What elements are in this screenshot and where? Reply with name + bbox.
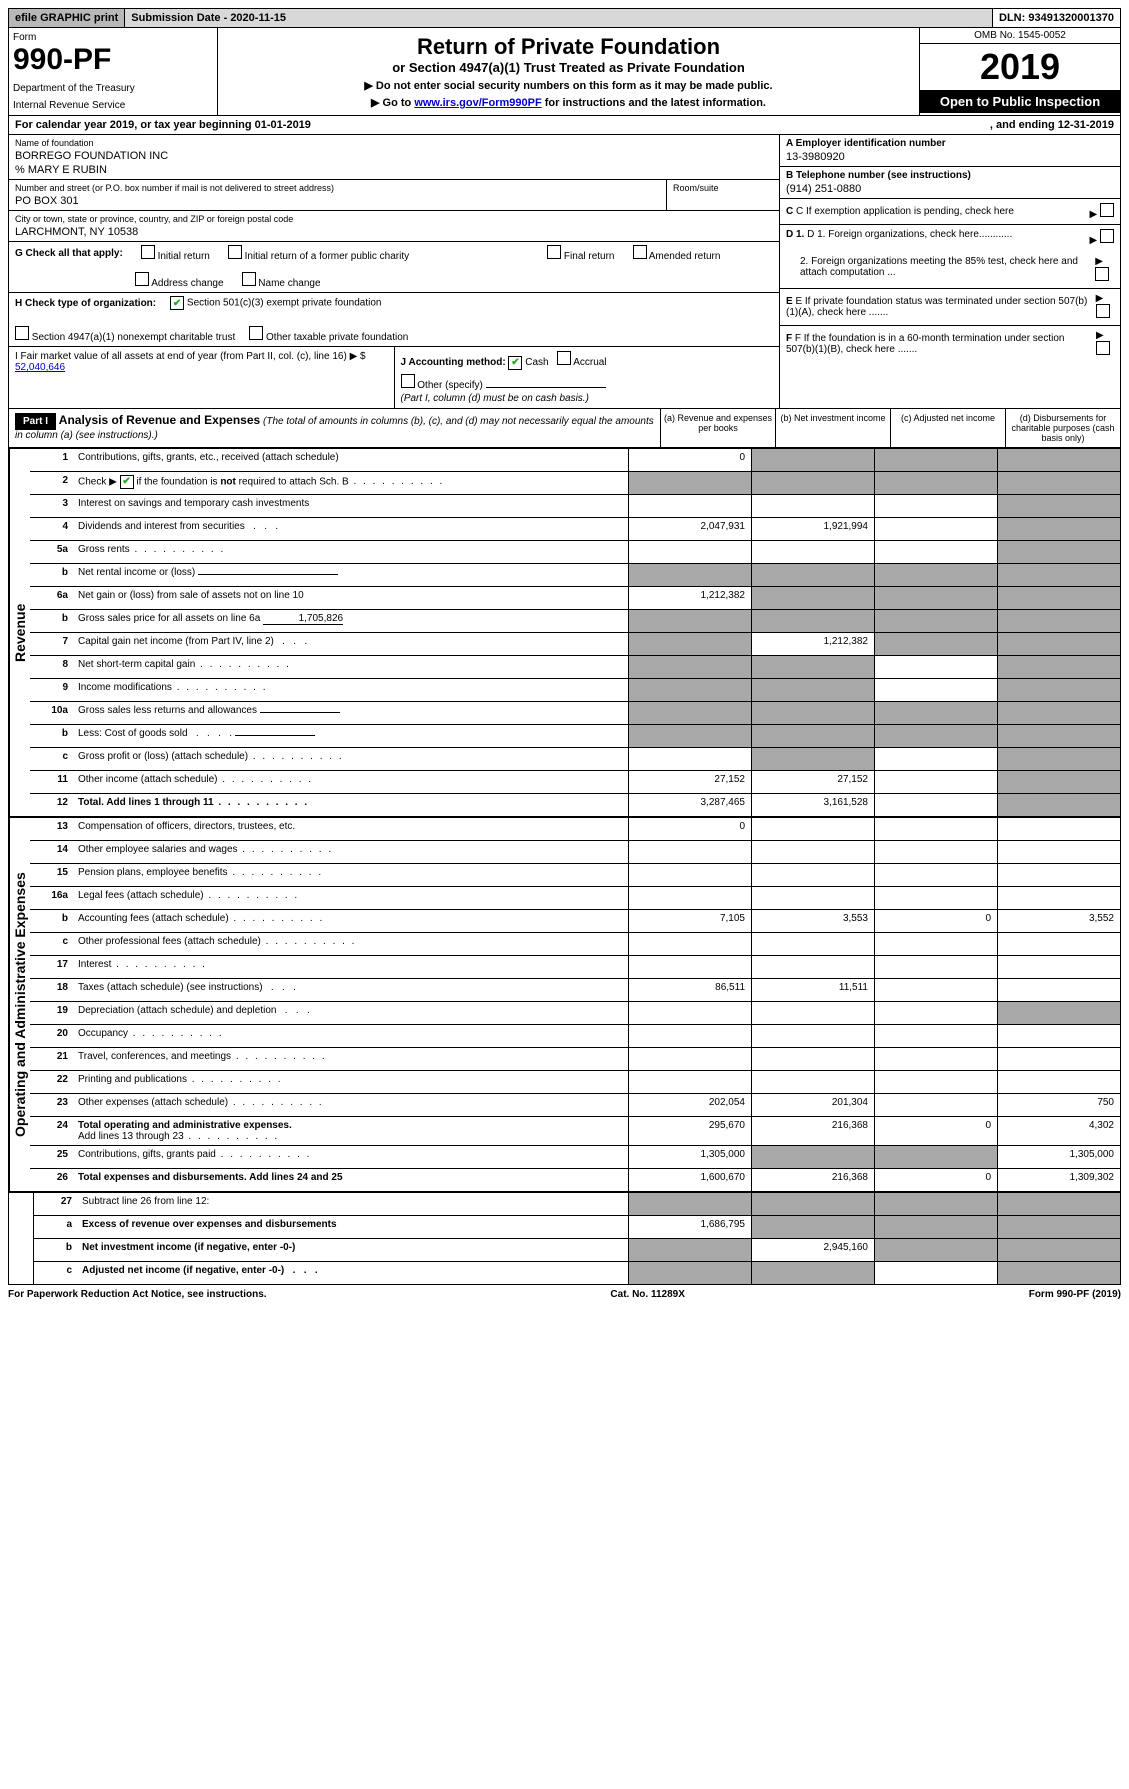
irs-link[interactable]: www.irs.gov/Form990PF xyxy=(414,97,541,109)
revenue-section: Revenue 1Contributions, gifts, grants, e… xyxy=(9,449,1120,816)
col-b-head: (b) Net investment income xyxy=(776,409,891,447)
fmv-value: 52,040,646 xyxy=(15,362,65,373)
section-c: C C If exemption application is pending,… xyxy=(780,199,1120,225)
section-e: E E If private foundation status was ter… xyxy=(780,289,1120,326)
col-c-head: (c) Adjusted net income xyxy=(891,409,1006,447)
instruction-1: ▶ Do not enter social security numbers o… xyxy=(224,79,913,92)
address-row: Number and street (or P.O. box number if… xyxy=(9,180,779,211)
chk-d1[interactable] xyxy=(1100,229,1114,243)
section-d: D 1. D 1. Foreign organizations, check h… xyxy=(780,225,1120,289)
part1-header-row: Part I Analysis of Revenue and Expenses … xyxy=(9,409,1120,449)
submission-date: Submission Date - 2020-11-15 xyxy=(125,9,993,27)
chk-f[interactable] xyxy=(1096,341,1110,355)
chk-d2[interactable] xyxy=(1095,267,1109,281)
chk-501c3[interactable]: ✔ xyxy=(170,296,184,310)
calendar-year-row: For calendar year 2019, or tax year begi… xyxy=(8,116,1121,135)
city-cell: City or town, state or province, country… xyxy=(9,211,779,242)
expenses-section: Operating and Administrative Expenses 13… xyxy=(9,816,1120,1191)
part1-title-cell: Part I Analysis of Revenue and Expenses … xyxy=(9,409,661,447)
dept-treasury: Department of the Treasury xyxy=(13,83,213,94)
chk-other-method[interactable] xyxy=(401,374,415,388)
efile-label: efile GRAPHIC print xyxy=(9,9,125,27)
form-subtitle: or Section 4947(a)(1) Trust Treated as P… xyxy=(224,60,913,75)
chk-initial-former[interactable] xyxy=(228,245,242,259)
info-grid: Name of foundation BORREGO FOUNDATION IN… xyxy=(8,135,1121,409)
omb-number: OMB No. 1545-0052 xyxy=(920,28,1120,44)
irs-label: Internal Revenue Service xyxy=(13,100,213,111)
instruction-2: ▶ Go to www.irs.gov/Form990PF for instru… xyxy=(224,96,913,109)
chk-4947[interactable] xyxy=(15,326,29,340)
top-bar: efile GRAPHIC print Submission Date - 20… xyxy=(8,8,1121,28)
info-right: A Employer identification number 13-3980… xyxy=(779,135,1120,408)
form-label: Form xyxy=(13,32,213,43)
form-number: 990-PF xyxy=(13,43,213,77)
chk-cash[interactable]: ✔ xyxy=(508,356,522,370)
form-title: Return of Private Foundation xyxy=(224,34,913,60)
line27-section: 27Subtract line 26 from line 12: aExcess… xyxy=(9,1191,1120,1284)
cal-year-begin: For calendar year 2019, or tax year begi… xyxy=(15,119,311,131)
chk-accrual[interactable] xyxy=(557,351,571,365)
col-a-head: (a) Revenue and expenses per books xyxy=(661,409,776,447)
section-g: G Check all that apply: Initial return I… xyxy=(9,242,779,293)
footer-right: Form 990-PF (2019) xyxy=(1029,1289,1121,1300)
chk-c[interactable] xyxy=(1100,203,1114,217)
footer-center: Cat. No. 11289X xyxy=(610,1289,684,1300)
header-right: OMB No. 1545-0052 2019 Open to Public In… xyxy=(919,28,1120,115)
col-d-head: (d) Disbursements for charitable purpose… xyxy=(1006,409,1120,447)
footer-left: For Paperwork Reduction Act Notice, see … xyxy=(8,1289,267,1300)
chk-e[interactable] xyxy=(1096,304,1110,318)
chk-amended[interactable] xyxy=(633,245,647,259)
ein-cell: A Employer identification number 13-3980… xyxy=(780,135,1120,167)
chk-name-change[interactable] xyxy=(242,272,256,286)
header-left: Form 990-PF Department of the Treasury I… xyxy=(9,28,218,115)
dln-number: DLN: 93491320001370 xyxy=(993,9,1120,27)
phone-cell: B Telephone number (see instructions) (9… xyxy=(780,167,1120,199)
chk-other-taxable[interactable] xyxy=(249,326,263,340)
foundation-name-cell: Name of foundation BORREGO FOUNDATION IN… xyxy=(9,135,779,180)
section-f: F F If the foundation is in a 60-month t… xyxy=(780,326,1120,362)
footer: For Paperwork Reduction Act Notice, see … xyxy=(8,1285,1121,1300)
tax-year: 2019 xyxy=(920,44,1120,90)
chk-final-return[interactable] xyxy=(547,245,561,259)
info-left: Name of foundation BORREGO FOUNDATION IN… xyxy=(9,135,779,408)
revenue-label: Revenue xyxy=(9,449,30,816)
section-ij: I Fair market value of all assets at end… xyxy=(9,347,779,408)
section-h: H Check type of organization: ✔ Section … xyxy=(9,293,779,347)
open-public-badge: Open to Public Inspection xyxy=(920,90,1120,113)
chk-address-change[interactable] xyxy=(135,272,149,286)
part1-badge: Part I xyxy=(15,413,56,430)
cal-year-end: , and ending 12-31-2019 xyxy=(990,119,1114,131)
chk-initial-return[interactable] xyxy=(141,245,155,259)
part1-wrap: Part I Analysis of Revenue and Expenses … xyxy=(8,409,1121,1285)
chk-schb[interactable]: ✔ xyxy=(120,475,134,489)
form-header: Form 990-PF Department of the Treasury I… xyxy=(8,28,1121,116)
header-center: Return of Private Foundation or Section … xyxy=(218,28,919,115)
expenses-label: Operating and Administrative Expenses xyxy=(9,818,30,1191)
